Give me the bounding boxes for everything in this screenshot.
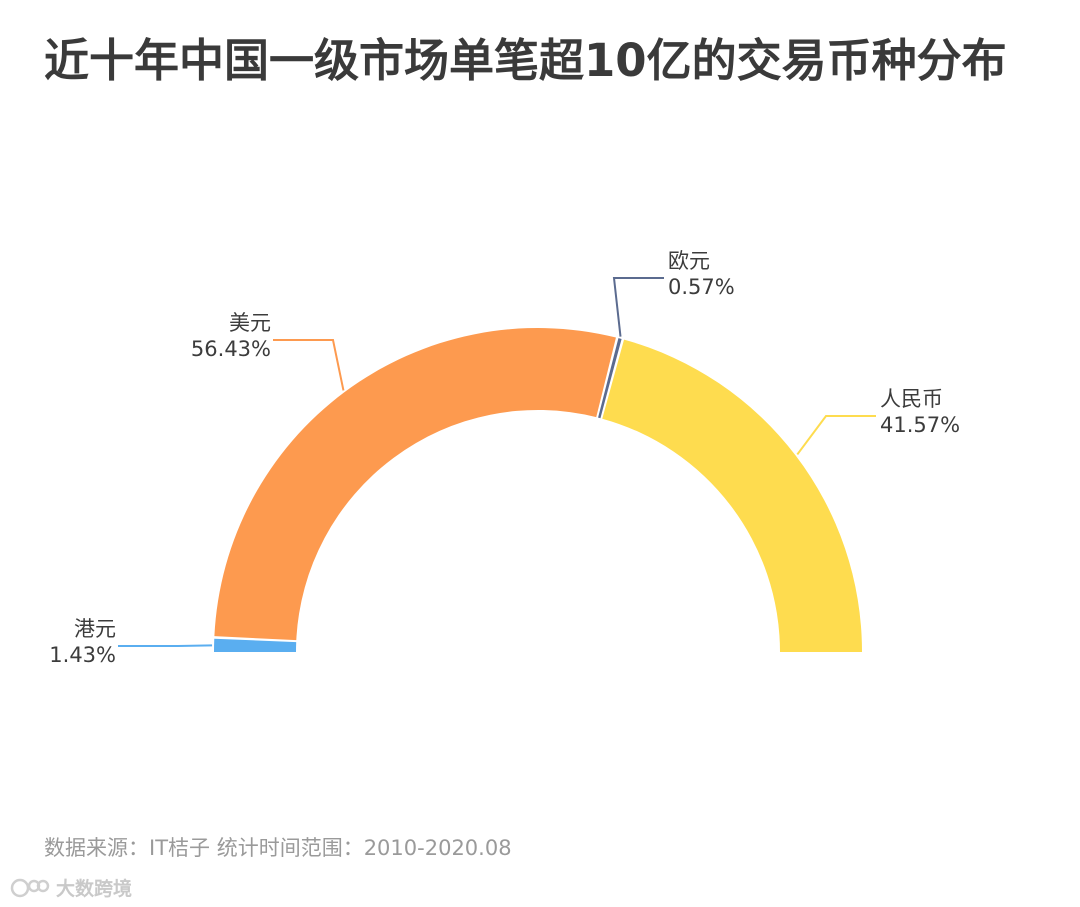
brand-logo: 大数跨境 [10, 874, 132, 901]
slice-value-label-3: 41.57% [880, 413, 960, 437]
pie-slice-0 [214, 638, 297, 652]
chart-title: 近十年中国一级市场单笔超10亿的交易币种分布 [44, 34, 1007, 87]
slice-value-label-0: 1.43% [49, 643, 116, 667]
leader-line-3 [796, 415, 876, 456]
slice-name-label-0: 港元 [74, 617, 116, 641]
slice-name-label-1: 美元 [229, 311, 271, 335]
slice-value-label-1: 56.43% [191, 337, 271, 361]
leader-line-1 [273, 339, 345, 391]
slice-name-label-3: 人民币 [880, 387, 943, 411]
slice-value-label-2: 0.57% [668, 275, 735, 299]
pie-slice-2 [598, 338, 622, 419]
pie-slice-1 [214, 327, 616, 641]
pie-slice-3 [602, 339, 862, 652]
slice-name-label-2: 欧元 [668, 249, 710, 273]
source-note: 数据来源：IT桔子 统计时间范围：2010-2020.08 [44, 836, 512, 860]
leader-line-2 [612, 277, 664, 337]
leader-line-0 [118, 644, 213, 647]
brand-logo-text: 大数跨境 [56, 878, 133, 900]
brand-logo-icon [10, 878, 50, 897]
